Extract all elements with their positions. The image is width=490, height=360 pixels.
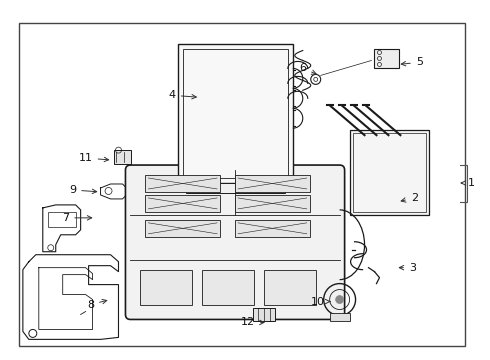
Bar (253, 307, 275, 321)
Bar (235, 220, 310, 237)
Text: 2: 2 (401, 193, 418, 203)
Bar (330, 314, 349, 321)
Bar (146, 175, 220, 192)
Bar (186, 183, 285, 193)
Text: 11: 11 (78, 153, 109, 163)
Bar (114, 150, 131, 164)
Text: 4: 4 (169, 90, 196, 100)
Bar (178, 44, 293, 183)
Text: 9: 9 (69, 185, 97, 195)
FancyBboxPatch shape (125, 165, 344, 319)
Text: 10: 10 (311, 297, 330, 306)
Bar (349, 130, 429, 215)
Text: 12: 12 (241, 318, 264, 328)
Bar (235, 175, 310, 192)
Text: 1: 1 (461, 178, 475, 188)
Bar (48, 212, 75, 227)
Text: 5: 5 (401, 58, 423, 67)
Bar (264, 270, 316, 305)
Text: 3: 3 (399, 263, 416, 273)
Bar (146, 220, 220, 237)
Bar (183, 49, 288, 178)
Bar (374, 49, 399, 68)
Text: 6: 6 (299, 63, 316, 74)
Bar (353, 133, 426, 212)
Bar (235, 195, 310, 212)
Text: 8: 8 (87, 300, 107, 310)
Bar (141, 270, 192, 305)
Bar (202, 270, 254, 305)
Bar (146, 195, 220, 212)
Circle shape (336, 296, 343, 303)
Text: 7: 7 (62, 213, 92, 223)
